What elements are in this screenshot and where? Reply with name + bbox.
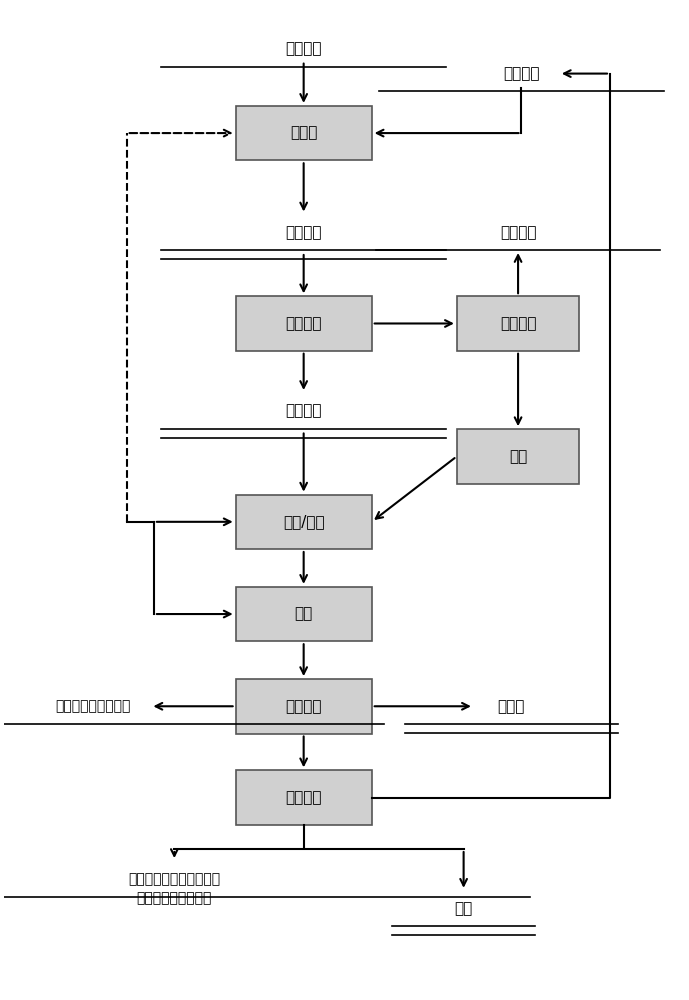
Text: 冷却/球磨: 冷却/球磨 — [283, 514, 325, 529]
Bar — [457, 429, 579, 484]
Text: 钙盐: 钙盐 — [455, 901, 473, 916]
Text: 高温焙烧: 高温焙烧 — [285, 316, 322, 331]
Bar — [236, 296, 372, 351]
Text: 收尘: 收尘 — [509, 449, 527, 464]
Text: 含锂、铷、铯等的净化液: 含锂、铷、铯等的净化液 — [128, 872, 220, 886]
Text: 净化除杂: 净化除杂 — [285, 790, 322, 805]
Text: 含锂、铷、铯洗涤液: 含锂、铷、铯洗涤液 — [55, 699, 130, 713]
Text: 铁锂云母: 铁锂云母 — [285, 41, 322, 56]
Bar — [457, 296, 579, 351]
Bar — [236, 587, 372, 641]
Bar — [236, 495, 372, 549]
Text: 水浸: 水浸 — [294, 607, 313, 622]
Text: 水浸渣: 水浸渣 — [497, 699, 525, 714]
Text: （回收分离碱金属）: （回收分离碱金属） — [136, 892, 212, 906]
Text: 过滤分离: 过滤分离 — [285, 699, 322, 714]
Bar — [236, 770, 372, 825]
Bar — [236, 106, 372, 160]
Text: 烟气冷却: 烟气冷却 — [500, 316, 536, 331]
Text: 熟矿球团: 熟矿球团 — [285, 403, 322, 418]
Text: 配混料: 配混料 — [290, 126, 318, 141]
Text: 焙烧助剂: 焙烧助剂 — [503, 66, 539, 81]
Bar — [236, 679, 372, 734]
Text: 烟气净化: 烟气净化 — [500, 225, 536, 240]
Text: 生矿球团: 生矿球团 — [285, 225, 322, 240]
